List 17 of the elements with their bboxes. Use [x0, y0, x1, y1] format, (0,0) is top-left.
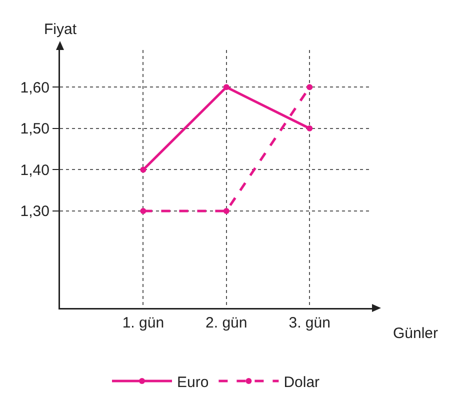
x-axis-title: Günler — [393, 325, 438, 342]
point — [223, 84, 230, 90]
y-axis-title: Fiyat — [44, 21, 78, 38]
y-tick-label: 1,40 — [20, 162, 50, 179]
point — [140, 208, 146, 214]
point — [306, 84, 313, 90]
point — [140, 166, 146, 173]
point — [306, 125, 313, 132]
y-tick-label: 1,30 — [20, 203, 50, 220]
x-tick-label: 2. gün — [206, 314, 248, 332]
legend-label: Euro — [177, 374, 209, 391]
legend-label: Dolar — [284, 374, 320, 391]
x-tick-label: 1. gün — [122, 314, 164, 332]
y-tick-label: 1,50 — [20, 120, 50, 138]
point — [223, 208, 230, 214]
x-tick-label: 3. gün — [288, 314, 330, 332]
y-tick-label: 1,60 — [20, 79, 50, 96]
